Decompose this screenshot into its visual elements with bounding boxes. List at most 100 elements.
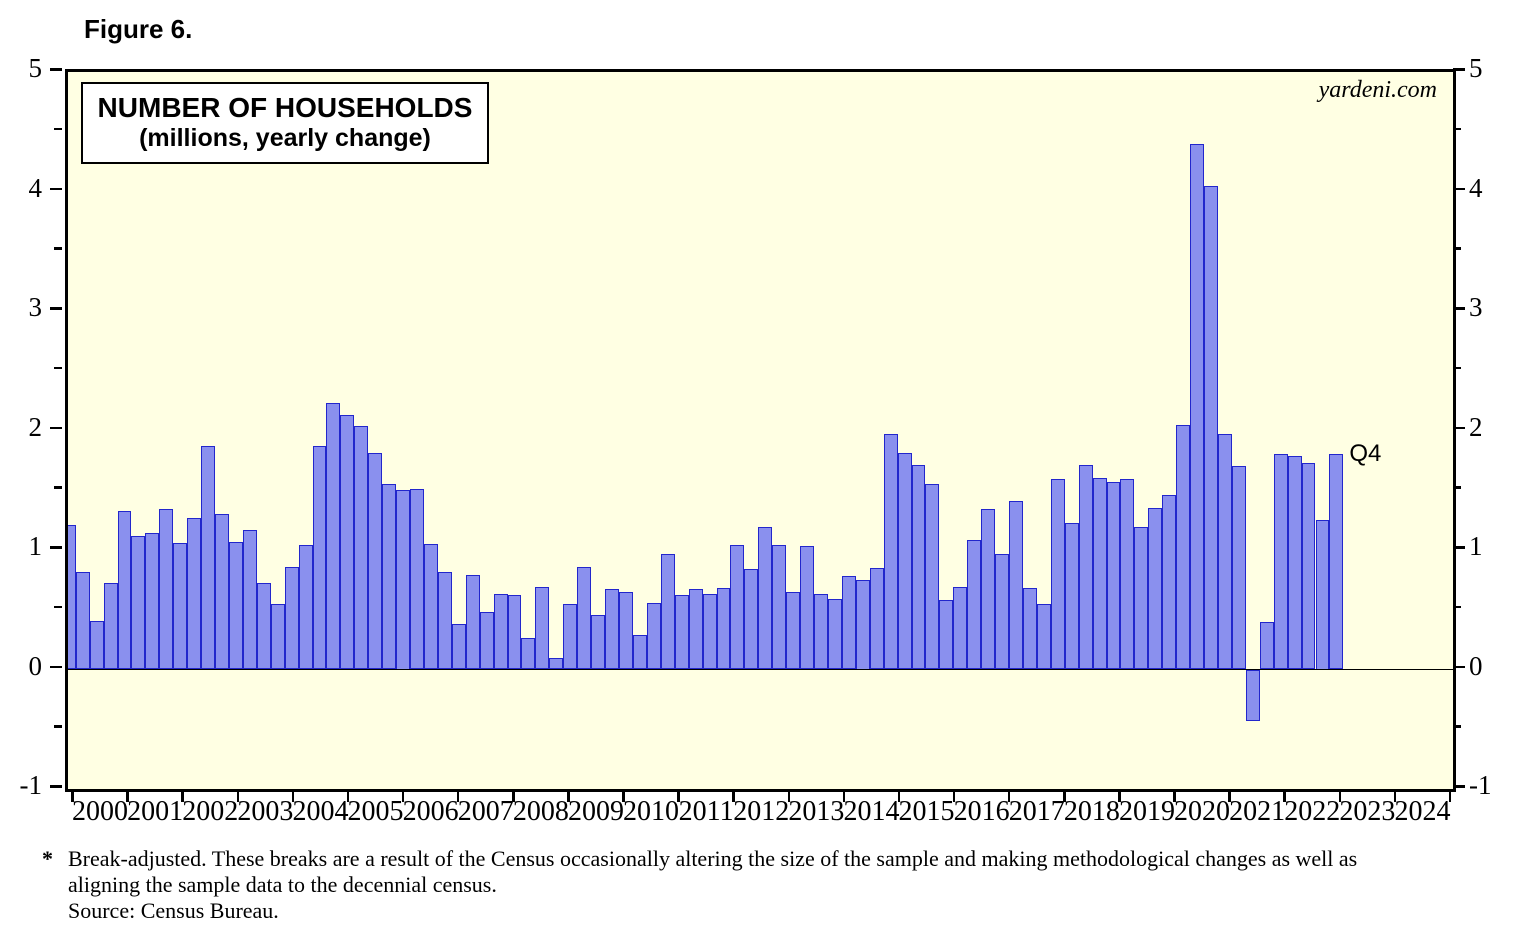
x-axis-year-label: 2011 xyxy=(678,796,734,827)
bar xyxy=(75,571,90,670)
zero-line xyxy=(68,668,1453,671)
y-axis-tick xyxy=(1453,486,1461,489)
bar xyxy=(284,566,299,670)
bar xyxy=(688,589,703,670)
x-axis-tick xyxy=(401,789,405,802)
x-axis-year-label: 2021 xyxy=(1229,796,1286,827)
bar xyxy=(911,465,926,670)
x-axis-tick xyxy=(1393,789,1397,802)
x-axis-tick xyxy=(236,789,240,802)
bar xyxy=(1036,603,1051,670)
y-axis-label-left: -1 xyxy=(19,770,43,800)
x-axis-year-label: 2020 xyxy=(1174,796,1231,827)
footnote-lines: Break-adjusted. These breaks are a resul… xyxy=(68,846,1500,924)
x-axis-year-label: 2004 xyxy=(292,796,349,827)
x-axis-tick xyxy=(787,789,791,802)
x-axis-tick xyxy=(567,789,570,802)
bar xyxy=(131,535,146,670)
bar xyxy=(1190,143,1205,670)
x-axis-tick xyxy=(71,789,74,802)
bar xyxy=(201,446,216,670)
bar xyxy=(646,602,661,670)
bar xyxy=(242,529,257,670)
y-axis-label-left: 4 xyxy=(28,172,43,203)
bar xyxy=(563,603,578,670)
bar xyxy=(145,533,160,670)
bar xyxy=(354,425,369,670)
bar xyxy=(535,587,550,670)
bar xyxy=(1078,465,1093,670)
x-axis-tick xyxy=(1063,789,1066,802)
y-axis-label-right: 1 xyxy=(1469,531,1483,561)
y-axis-tick xyxy=(1453,187,1465,190)
x-axis-tick xyxy=(677,789,680,802)
y-axis-label-left: 0 xyxy=(28,650,43,681)
y-axis-label-left: 2 xyxy=(28,411,43,442)
chart-title-box: NUMBER OF HOUSEHOLDS (millions, yearly c… xyxy=(81,82,489,164)
x-axis-year-label: 2009 xyxy=(567,796,624,827)
x-axis-year-label: 2018 xyxy=(1063,796,1120,827)
footnote-line: Break-adjusted. These breaks are a resul… xyxy=(68,846,1358,871)
x-axis-year-label: 2003 xyxy=(237,796,294,827)
bar xyxy=(1329,454,1344,670)
bar xyxy=(521,638,536,670)
y-axis-label-right: -1 xyxy=(1469,770,1492,800)
bar xyxy=(591,614,606,670)
bar xyxy=(479,612,494,670)
bar xyxy=(967,540,982,670)
y-axis-tick xyxy=(54,486,62,489)
x-axis-tick xyxy=(622,789,625,802)
bar xyxy=(410,489,424,670)
bar xyxy=(939,600,954,670)
bar xyxy=(855,579,870,670)
y-axis-tick xyxy=(1453,366,1461,370)
x-axis-year-label: 2015 xyxy=(898,796,955,827)
x-axis-year-label: 2005 xyxy=(347,796,404,827)
x-axis-year-label: 2019 xyxy=(1118,796,1175,827)
bar xyxy=(1259,621,1274,670)
x-axis-tick xyxy=(1283,789,1286,802)
bar xyxy=(1064,522,1079,670)
bar xyxy=(451,624,466,670)
bar xyxy=(1009,501,1023,670)
x-axis-year-label: 2000 xyxy=(72,796,129,827)
bar xyxy=(1231,466,1246,670)
y-axis-label-left: 3 xyxy=(28,292,43,322)
bar xyxy=(1176,424,1191,670)
y-axis-tick xyxy=(54,247,62,250)
bar xyxy=(800,546,814,670)
x-axis-tick xyxy=(1007,789,1011,802)
y-axis-label-right: 4 xyxy=(1469,172,1483,203)
bar xyxy=(660,553,675,670)
footnote-line: aligning the sample data to the decennia… xyxy=(68,872,497,897)
x-axis-year-label: 2022 xyxy=(1284,796,1341,827)
y-axis-tick xyxy=(1453,665,1465,668)
y-axis-tick xyxy=(50,665,62,668)
bar xyxy=(981,509,996,670)
y-axis-tick xyxy=(54,725,62,728)
bar xyxy=(814,594,828,670)
x-axis-tick xyxy=(1173,789,1176,802)
y-axis-tick xyxy=(1453,68,1465,71)
bar xyxy=(730,545,745,670)
x-axis-year-label: 2006 xyxy=(402,796,459,827)
x-axis-tick xyxy=(346,789,350,802)
x-axis-year-label: 2014 xyxy=(843,796,900,827)
bar xyxy=(925,484,940,670)
bar xyxy=(1217,434,1232,670)
footnote-line: Source: Census Bureau. xyxy=(68,898,279,923)
bar xyxy=(1022,588,1037,670)
bar xyxy=(883,434,898,670)
bar xyxy=(1315,520,1330,670)
x-axis-tick xyxy=(1448,789,1452,802)
bar xyxy=(465,575,480,670)
bar xyxy=(256,583,271,670)
x-axis-year-label: 2002 xyxy=(182,796,239,827)
bar xyxy=(577,566,592,670)
bar xyxy=(1245,669,1260,721)
bar xyxy=(326,403,341,670)
bar xyxy=(187,517,202,670)
y-axis-label-left: 5 xyxy=(28,53,43,83)
y-axis-tick xyxy=(1453,307,1465,310)
